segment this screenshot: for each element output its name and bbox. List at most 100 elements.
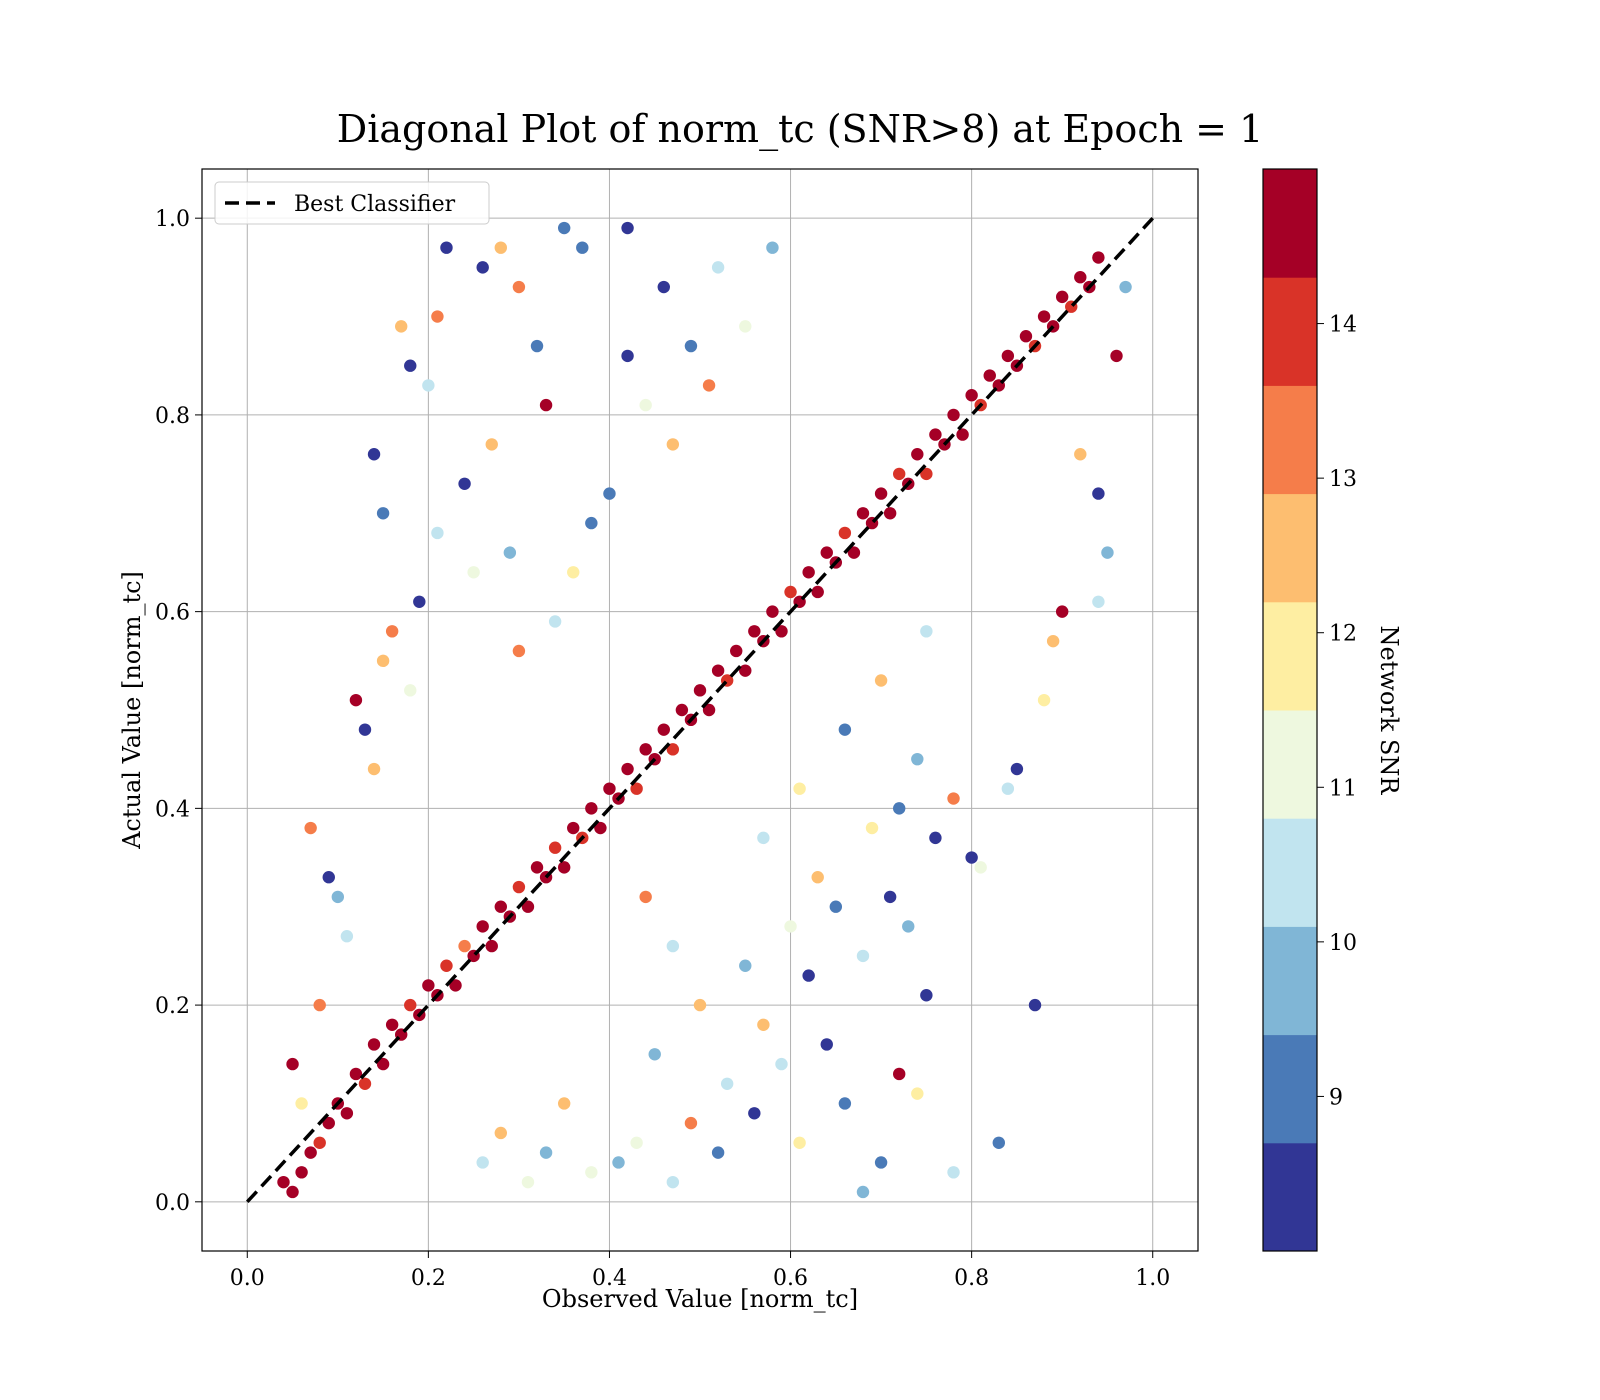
data-point [431, 526, 444, 540]
data-point [521, 1175, 535, 1189]
data-point [657, 280, 670, 294]
x-axis-ticks: 0.0 0.2 0.4 0.6 0.8 1.0 [230, 1251, 1170, 1291]
colorbar-bin [1263, 1142, 1317, 1252]
y-tick-label: 1.0 [155, 207, 190, 232]
data-point [304, 821, 317, 835]
data-point [874, 487, 888, 500]
data-point [820, 546, 833, 559]
data-point [784, 585, 797, 599]
data-point [512, 880, 526, 894]
colorbar-tick-label: 13 [1329, 467, 1357, 492]
x-tick-label: 0.8 [954, 1266, 989, 1291]
data-point [358, 1077, 372, 1090]
data-point [757, 1018, 770, 1031]
data-point [702, 379, 716, 392]
data-point [467, 566, 480, 579]
data-point [893, 802, 906, 815]
data-point [657, 723, 670, 736]
best-classifier-line [245, 216, 1155, 1204]
data-point [1028, 998, 1042, 1012]
data-point [340, 1107, 354, 1120]
data-point [530, 339, 544, 353]
data-point [684, 339, 698, 353]
data-point [811, 871, 824, 884]
data-point [911, 752, 924, 766]
data-point [585, 516, 598, 530]
data-point [476, 261, 489, 274]
data-point [630, 1136, 643, 1150]
data-point [693, 684, 707, 697]
data-point [376, 654, 390, 668]
legend-box [214, 181, 490, 225]
data-point [748, 625, 761, 638]
data-point [929, 831, 942, 845]
data-point [512, 280, 526, 294]
data-point [367, 448, 381, 461]
data-point [856, 507, 870, 520]
data-point [666, 438, 680, 451]
colorbar: 9 10 11 12 13 14 [1262, 168, 1357, 1252]
data-point [802, 969, 815, 982]
data-point [458, 939, 471, 953]
data-point [349, 693, 363, 707]
data-point [585, 802, 598, 815]
data-point [458, 477, 471, 490]
data-point [947, 792, 960, 805]
data-point [911, 448, 924, 461]
data-point [539, 1146, 553, 1159]
data-point [974, 861, 987, 874]
data-point [494, 1126, 507, 1140]
data-point [295, 1097, 308, 1110]
data-point [548, 841, 562, 854]
data-point [1019, 330, 1033, 343]
data-point [494, 241, 507, 254]
data-point [349, 1067, 363, 1081]
data-point [675, 703, 689, 717]
y-tick-label: 0.0 [155, 1191, 190, 1216]
data-point [947, 408, 960, 422]
data-point [404, 998, 417, 1012]
data-point [920, 625, 933, 638]
data-point [784, 920, 797, 933]
data-point [567, 566, 580, 579]
data-point [621, 349, 634, 363]
data-point [630, 782, 643, 795]
data-point [720, 1077, 734, 1090]
data-point [766, 241, 779, 254]
data-point [585, 1166, 598, 1179]
data-point [711, 261, 725, 274]
data-point [567, 821, 580, 835]
data-point [331, 890, 345, 904]
data-point [322, 1116, 335, 1130]
data-point [422, 979, 435, 992]
legend-label: Best Classifier [294, 192, 456, 217]
data-point [793, 1136, 806, 1150]
data-point [594, 821, 607, 835]
data-point [313, 998, 326, 1012]
colorbar-bin [1263, 169, 1317, 278]
data-point [893, 467, 906, 481]
x-tick-label: 0.4 [592, 1266, 627, 1291]
data-point [413, 595, 426, 608]
colorbar-frame [1262, 168, 1318, 1252]
colorbar-tick-label: 12 [1329, 622, 1357, 647]
colorbar-label: Network SNR [1375, 626, 1403, 796]
data-point [739, 664, 752, 677]
data-point [376, 507, 390, 520]
data-point [286, 1185, 299, 1199]
data-point [1001, 782, 1015, 795]
data-point [874, 1156, 888, 1169]
colorbar-bin [1263, 601, 1317, 711]
data-point [476, 920, 489, 933]
data-point [512, 644, 526, 658]
data-point [775, 1057, 788, 1071]
data-point [893, 1067, 906, 1081]
data-point [757, 831, 770, 845]
data-point [856, 1185, 870, 1199]
data-point [612, 1156, 625, 1169]
data-point [874, 674, 888, 687]
colorbar-tick-label: 14 [1329, 313, 1357, 338]
x-tick-label: 0.0 [230, 1266, 265, 1291]
data-points [277, 221, 1132, 1199]
